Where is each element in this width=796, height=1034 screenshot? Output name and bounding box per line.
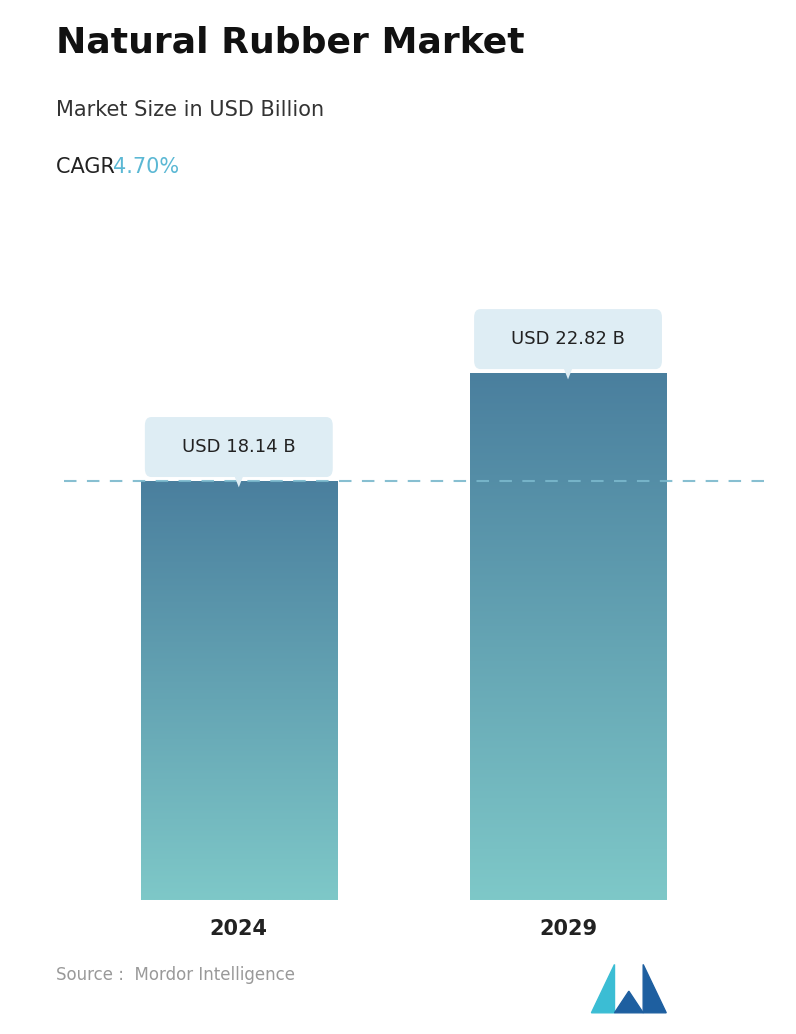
Text: CAGR: CAGR	[56, 157, 121, 177]
Text: Natural Rubber Market: Natural Rubber Market	[56, 26, 525, 60]
Polygon shape	[615, 992, 643, 1013]
Text: USD 22.82 B: USD 22.82 B	[511, 330, 625, 348]
Text: USD 18.14 B: USD 18.14 B	[182, 438, 295, 456]
Text: Market Size in USD Billion: Market Size in USD Billion	[56, 100, 324, 120]
Polygon shape	[643, 965, 666, 1013]
Text: 4.70%: 4.70%	[113, 157, 179, 177]
Text: Source :  Mordor Intelligence: Source : Mordor Intelligence	[56, 967, 295, 984]
Polygon shape	[591, 965, 615, 1013]
